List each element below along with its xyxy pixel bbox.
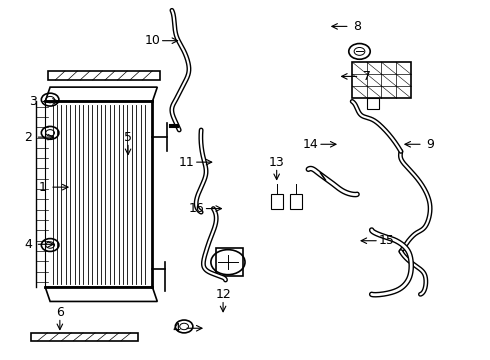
Text: 4: 4 [173,322,181,335]
Text: 2: 2 [24,131,32,144]
Text: 6: 6 [56,306,64,319]
Text: 16: 16 [188,202,204,215]
Text: 12: 12 [215,288,231,301]
Bar [352,62,411,98]
Text: 7: 7 [363,70,371,83]
Bar [290,194,302,208]
Bar [48,71,160,80]
Text: 9: 9 [426,138,434,151]
Text: 4: 4 [24,238,32,251]
Text: 1: 1 [39,181,47,194]
Text: 15: 15 [378,234,394,247]
Bar [271,194,283,208]
Text: 11: 11 [179,156,195,168]
Text: 14: 14 [303,138,318,151]
Text: 5: 5 [124,131,132,144]
Text: 10: 10 [145,34,160,47]
Bar [30,333,138,341]
Text: 3: 3 [29,95,37,108]
Bar [367,98,379,109]
Bar [216,248,243,276]
Text: 13: 13 [269,156,285,168]
Text: 8: 8 [353,20,361,33]
